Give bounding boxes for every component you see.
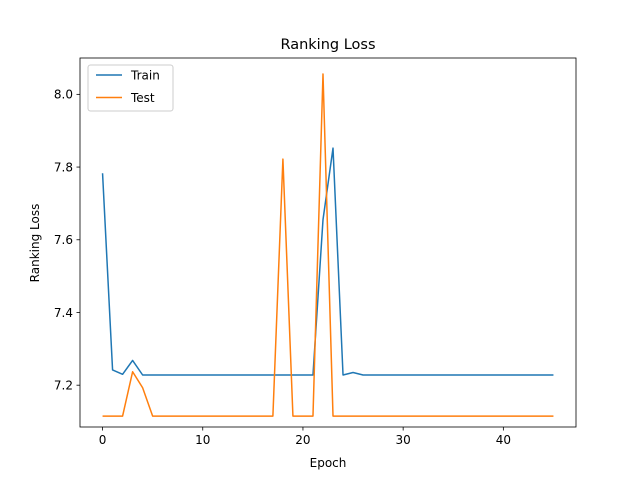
legend-label-test: Test xyxy=(130,91,155,105)
axes-frame xyxy=(79,57,577,428)
legend-box xyxy=(87,64,174,112)
x-tick-label: 30 xyxy=(396,433,411,447)
x-axis-title: Epoch xyxy=(310,456,347,470)
series-line-test xyxy=(102,73,554,417)
x-tick-label: 40 xyxy=(496,433,511,447)
plot-area: 0 10 20 30 40 7.2 7.4 7.6 7.8 8.0 Train Test xyxy=(54,57,577,447)
legend-label-train: Train xyxy=(130,68,160,82)
y-tick-label: 8.0 xyxy=(54,88,73,102)
y-tick-label: 7.2 xyxy=(54,378,73,392)
x-tick-label: 0 xyxy=(99,433,107,447)
x-tick-label: 10 xyxy=(195,433,210,447)
y-tick-label: 7.4 xyxy=(54,306,73,320)
y-axis-title: Ranking Loss xyxy=(28,204,42,283)
series-line-train xyxy=(101,147,554,376)
y-tick-label: 7.6 xyxy=(54,233,73,247)
chart-title: Ranking Loss xyxy=(280,37,375,53)
y-tick-label: 7.8 xyxy=(54,160,73,174)
x-tick-label: 20 xyxy=(295,433,310,447)
